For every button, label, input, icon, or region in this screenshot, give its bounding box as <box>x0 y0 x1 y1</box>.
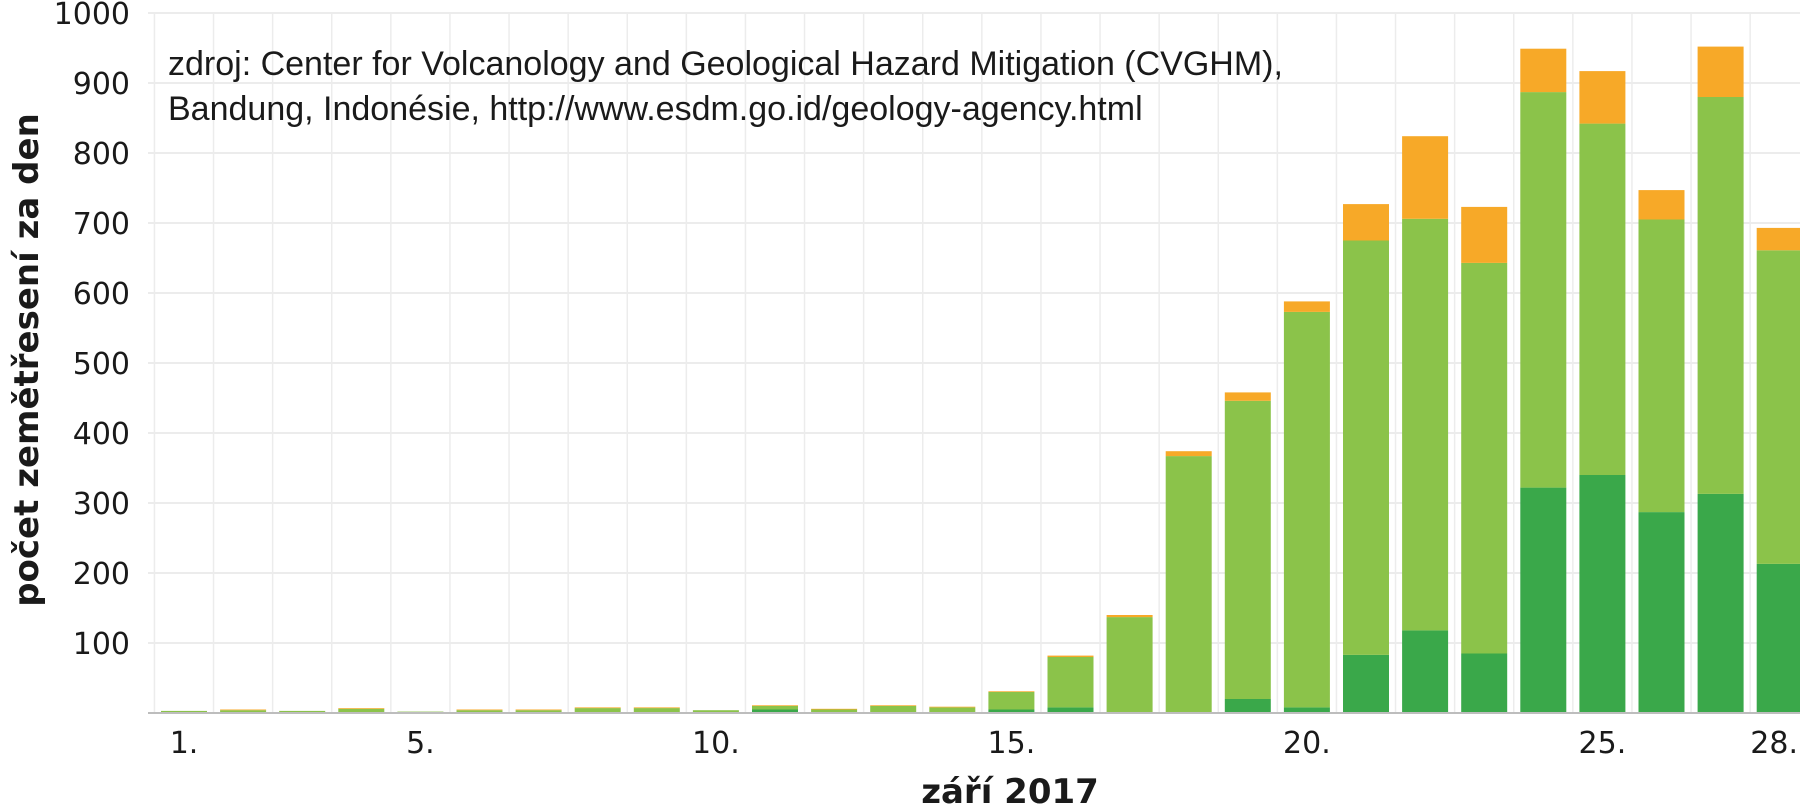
bar-segment <box>1047 657 1094 708</box>
bar-segment <box>1756 563 1800 713</box>
bar-segment <box>929 706 976 708</box>
bar-segment <box>1224 392 1271 401</box>
y-tick-label: 800 <box>73 137 130 172</box>
bar-segment <box>220 710 267 713</box>
bar-segment <box>1579 123 1626 475</box>
bar-segment <box>1343 204 1389 241</box>
bar-segment <box>1461 653 1508 713</box>
bar-segment <box>1106 615 1153 618</box>
bar-segment <box>988 692 1035 710</box>
bar-segment <box>1283 707 1330 713</box>
bar-segment <box>1047 655 1094 657</box>
x-axis-label: září 2017 <box>921 772 1099 812</box>
bars <box>161 46 1800 713</box>
bar-segment <box>870 706 917 713</box>
bar-segment <box>1343 654 1389 713</box>
y-tick-label: 1000 <box>54 0 130 32</box>
x-tick-labels: 1. 5. 10. 15. 20. 25. 28. <box>170 726 1798 761</box>
bar-segment <box>1283 311 1330 708</box>
bar-segment <box>1402 218 1449 631</box>
bar-segment <box>1047 707 1094 713</box>
bar-segment <box>752 705 798 706</box>
bar-segment <box>1756 250 1800 564</box>
bar-segment <box>1224 699 1271 713</box>
y-tick-label: 100 <box>73 627 130 662</box>
bar-segment <box>1520 92 1567 488</box>
bar-segment <box>1756 227 1800 251</box>
bar-segment <box>338 708 385 713</box>
bar-segment <box>1520 487 1567 713</box>
bar-segment <box>811 709 858 713</box>
bar-segment <box>338 708 385 709</box>
source-annotation-line1: zdroj: Center for Volcanology and Geolog… <box>168 45 1283 83</box>
y-tick-label: 300 <box>73 487 130 522</box>
x-tick-label: 10. <box>692 726 740 761</box>
bar-segment <box>279 710 326 713</box>
bar-segment <box>1165 451 1212 457</box>
y-tick-label: 600 <box>73 277 130 312</box>
bar-segment <box>929 707 976 713</box>
bar-segment <box>1638 512 1685 713</box>
x-tick-label: 20. <box>1283 726 1331 761</box>
source-annotation-line2: Bandung, Indonésie, http://www.esdm.go.i… <box>168 90 1143 128</box>
bar-segment <box>633 708 680 713</box>
bar-segment <box>1697 493 1744 713</box>
bar-segment <box>1343 240 1389 655</box>
bar-segment <box>633 707 680 709</box>
bar-segment <box>1697 46 1744 97</box>
x-tick-label: 15. <box>988 726 1036 761</box>
bar-segment <box>1283 301 1330 312</box>
y-tick-label: 400 <box>73 417 130 452</box>
bar-segment <box>456 709 503 711</box>
bar-segment <box>1579 475 1626 713</box>
bar-segment <box>1402 630 1449 713</box>
y-tick-labels: 100 200 300 400 500 600 700 800 900 1000 <box>54 0 130 662</box>
bar-segment <box>515 710 562 713</box>
x-tick-label: 1. <box>170 726 199 761</box>
bar-segment <box>692 710 739 713</box>
y-tick-label: 700 <box>73 207 130 242</box>
bar-segment <box>1638 219 1685 513</box>
y-axis-label: počet zemětřesení za den <box>7 113 47 607</box>
y-tick-label: 500 <box>73 347 130 382</box>
bar-segment <box>1402 136 1449 219</box>
bar-segment <box>574 708 621 713</box>
bar-segment <box>1461 262 1508 654</box>
bar-segment <box>1579 71 1626 124</box>
bar-segment <box>1165 456 1212 713</box>
x-tick-label: 5. <box>406 726 435 761</box>
bar-segment <box>811 708 858 710</box>
y-tick-label: 200 <box>73 557 130 592</box>
bar-segment <box>988 691 1035 692</box>
x-tick-label: 25. <box>1579 726 1627 761</box>
bar-segment <box>1106 617 1153 713</box>
bar-segment <box>456 710 503 713</box>
bar-segment <box>1224 400 1271 699</box>
bar-segment <box>161 710 207 713</box>
bar-segment <box>988 709 1035 713</box>
bar-segment <box>1520 48 1567 93</box>
bar-segment <box>1461 206 1508 263</box>
bar-segment <box>752 709 798 713</box>
y-tick-label: 900 <box>73 67 130 102</box>
bar-segment <box>870 705 917 706</box>
bar-segment <box>1697 97 1744 494</box>
bar-segment <box>515 709 562 711</box>
grid <box>148 12 1800 713</box>
x-tick-label: 28. <box>1750 726 1798 761</box>
bar-segment <box>1638 190 1685 220</box>
bar-segment <box>752 706 798 710</box>
bar-segment <box>220 709 267 711</box>
bar-segment <box>574 707 621 709</box>
